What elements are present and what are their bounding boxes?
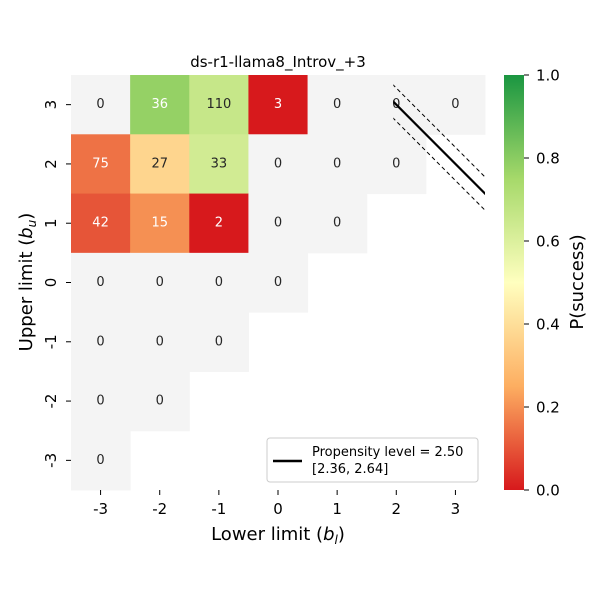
cell-label: 0 [333,216,341,231]
x-tick-label: 2 [392,500,402,518]
x-tick-label: -1 [211,500,226,518]
x-tick-label: -2 [152,500,167,518]
cell-label: 2 [215,216,223,231]
colorbar-tick-label: 0.8 [536,150,560,168]
cell-label: 0 [274,275,282,290]
cell-label: 0 [156,275,164,290]
colorbar-tick-label: 0.0 [536,482,560,500]
y-tick-label: -3 [42,453,60,468]
legend-ci: [2.36, 2.64] [312,462,388,477]
cell-label: 0 [96,97,104,112]
y-tick-label: 0 [42,278,60,288]
cell-label: 3 [274,97,282,112]
cell-label: 0 [96,275,104,290]
cell-label: 0 [392,156,400,171]
y-tick-label: 1 [42,218,60,228]
cell-label: 33 [211,156,228,171]
colorbar-ticks: 0.0 0.2 0.4 0.6 0.8 1.0 [524,67,560,500]
cell-label: 0 [333,156,341,171]
x-tick-label: 0 [273,500,283,518]
x-axis-label: Lower limit (bl) [211,524,345,547]
cell-label: 36 [151,97,168,112]
y-tick-label: -1 [42,334,60,349]
colorbar-tick-label: 0.6 [536,233,560,251]
y-tick-label: 2 [42,159,60,169]
colorbar-tick-label: 0.2 [536,399,560,417]
y-tick-label: 3 [42,100,60,110]
chart-title: ds-r1-llama8_Introv_+3 [190,53,366,72]
cell-label: 0 [96,453,104,468]
y-axis-label-symbol: b [16,227,37,238]
y-axis-label: Upper limit (bu) [16,213,39,352]
cell-label: 110 [206,97,231,112]
cell-label: 0 [215,334,223,349]
cell-label: 42 [92,216,109,231]
cell-label: 75 [92,156,109,171]
x-tick-label: 1 [332,500,342,518]
cell-label: 0 [156,334,164,349]
cell-label: 0 [215,275,223,290]
colorbar-label: P(success) [567,234,588,329]
cell-label: 0 [274,216,282,231]
cell-label: 0 [156,394,164,409]
colorbar [504,75,524,490]
cell-label: 0 [333,97,341,112]
x-axis-label-symbol: b [323,524,334,545]
x-axis-label-close: ) [338,524,345,545]
x-axis-ticks: -3 -2 -1 0 1 2 3 [93,490,460,518]
x-tick-label: -3 [93,500,108,518]
heatmap-chart: ds-r1-llama8_Introv_+3 03611030007527330… [0,0,600,600]
x-axis-label-text: Lower limit ( [211,524,323,545]
cell-label: 0 [96,394,104,409]
colorbar-tick-label: 1.0 [536,67,560,85]
x-tick-label: 3 [451,500,461,518]
colorbar-tick-label: 0.4 [536,316,560,334]
y-axis-ticks: 3 2 1 0 -1 -2 -3 [42,100,71,468]
cell-label: 0 [96,334,104,349]
cell-label: 0 [274,156,282,171]
legend: Propensity level = 2.50 [2.36, 2.64] [267,438,478,482]
y-tick-label: -2 [42,394,60,409]
y-axis-label-text: Upper limit ( [16,239,37,352]
cell-label: 15 [151,216,168,231]
legend-label: Propensity level = 2.50 [312,445,463,460]
y-axis-label-close: ) [16,213,37,220]
cell-label: 27 [151,156,168,171]
cell-label: 0 [451,97,459,112]
